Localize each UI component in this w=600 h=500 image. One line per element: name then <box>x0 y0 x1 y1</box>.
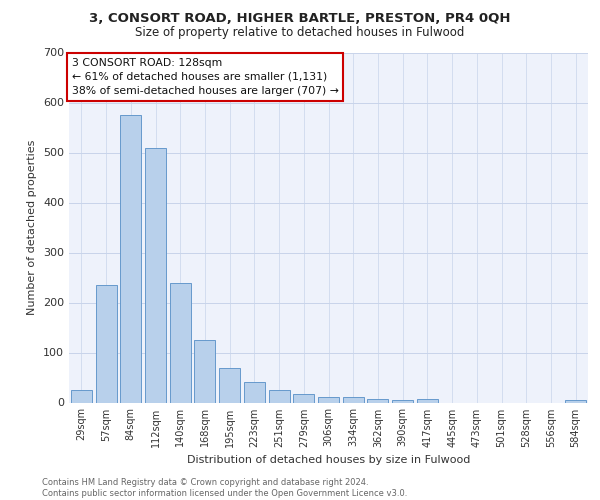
Text: Contains HM Land Registry data © Crown copyright and database right 2024.
Contai: Contains HM Land Registry data © Crown c… <box>42 478 407 498</box>
Text: 3 CONSORT ROAD: 128sqm
← 61% of detached houses are smaller (1,131)
38% of semi-: 3 CONSORT ROAD: 128sqm ← 61% of detached… <box>71 58 338 96</box>
Text: Size of property relative to detached houses in Fulwood: Size of property relative to detached ho… <box>136 26 464 39</box>
Bar <box>269 390 290 402</box>
Bar <box>145 148 166 402</box>
Y-axis label: Number of detached properties: Number of detached properties <box>28 140 37 315</box>
Bar <box>417 398 438 402</box>
Bar <box>367 398 388 402</box>
X-axis label: Distribution of detached houses by size in Fulwood: Distribution of detached houses by size … <box>187 455 470 465</box>
Bar <box>318 396 339 402</box>
Bar <box>170 282 191 403</box>
Bar <box>194 340 215 402</box>
Bar <box>293 394 314 402</box>
Bar <box>392 400 413 402</box>
Bar <box>343 396 364 402</box>
Bar <box>120 115 141 403</box>
Bar <box>565 400 586 402</box>
Bar <box>219 368 240 402</box>
Bar <box>95 285 116 403</box>
Bar <box>71 390 92 402</box>
Text: 3, CONSORT ROAD, HIGHER BARTLE, PRESTON, PR4 0QH: 3, CONSORT ROAD, HIGHER BARTLE, PRESTON,… <box>89 12 511 26</box>
Bar <box>244 382 265 402</box>
